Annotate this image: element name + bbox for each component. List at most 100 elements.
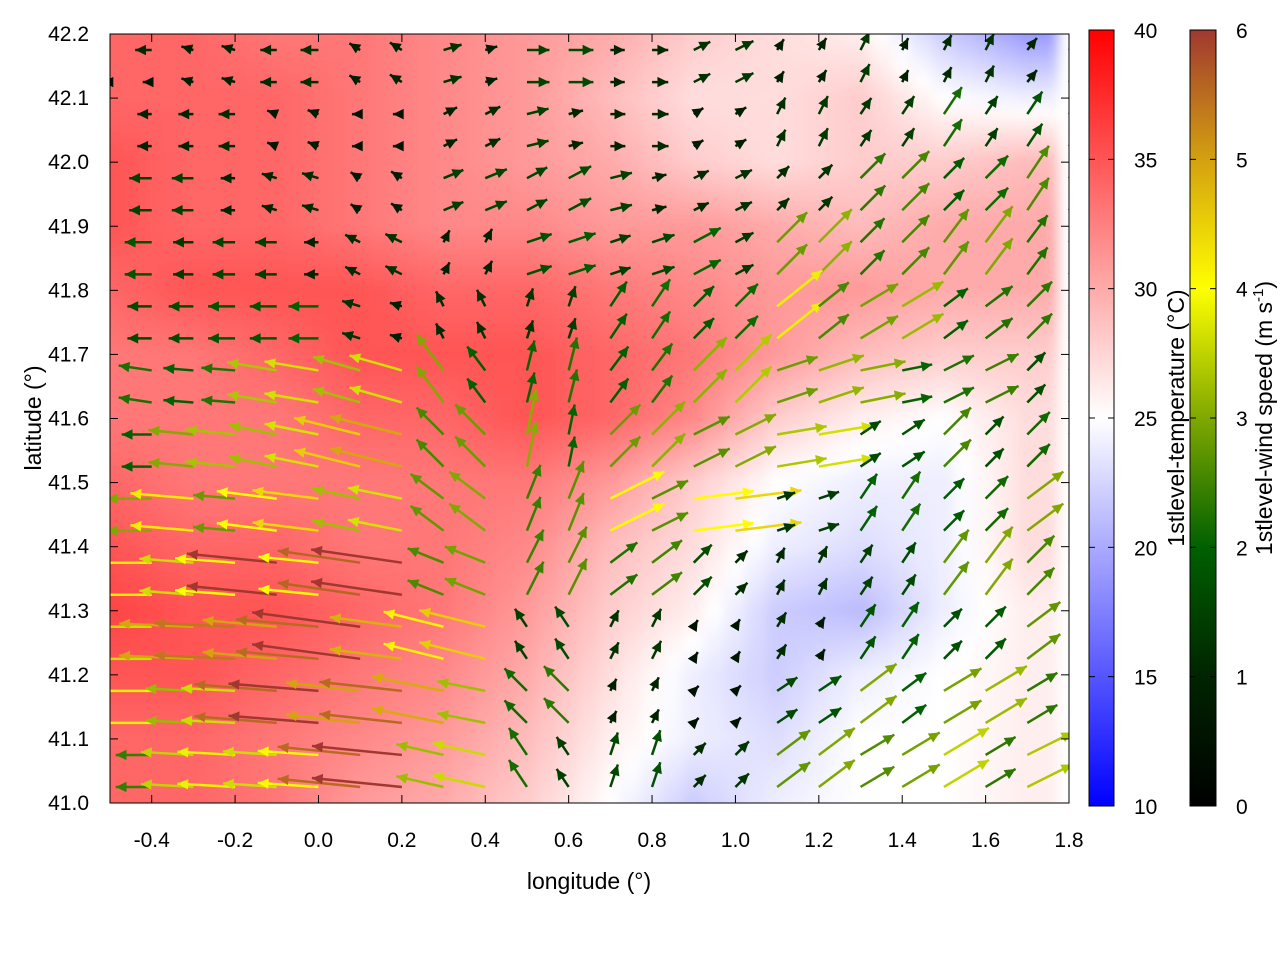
temperature-cell (703, 217, 726, 235)
temperature-cell (641, 393, 663, 411)
wind-arrow-head (70, 493, 81, 503)
wind-arrow-head (777, 166, 790, 178)
wind-arrow (218, 108, 236, 120)
wind-arrow (984, 65, 995, 83)
temperature-cell (390, 474, 413, 492)
wind-arrow (568, 263, 597, 276)
wind-arrow-head (673, 401, 686, 413)
temperature-cell (265, 121, 288, 139)
temperature-cell (682, 634, 705, 652)
wind-arrow-head (264, 452, 277, 463)
wind-arrow-head (914, 704, 927, 716)
temperature-cell (307, 474, 330, 492)
wind-arrow-head (538, 44, 550, 56)
wind-arrow-head (815, 454, 827, 466)
wind-arrow-head (1040, 313, 1053, 325)
wind-arrow (110, 525, 152, 536)
wind-arrow (264, 420, 319, 436)
wind-arrow (454, 435, 487, 468)
wind-arrow (650, 761, 662, 788)
wind-arrow-head (252, 518, 264, 529)
temperature-cell (787, 602, 809, 620)
temperature-cell (995, 41, 1018, 59)
wind-arrow-head (1014, 698, 1027, 709)
wind-arrow-head (329, 446, 342, 457)
wind-arrow-head (567, 318, 577, 331)
temperature-cell (453, 249, 476, 267)
temperature-cell (745, 249, 768, 267)
temperature-cell (661, 666, 684, 684)
temperature-cell (245, 34, 267, 43)
temperature-cell (953, 490, 976, 508)
temperature-cell (495, 153, 518, 171)
temperature-cell (495, 426, 518, 444)
wind-arrow (651, 278, 672, 308)
wind-arrow-head (817, 578, 828, 591)
temperature-cell (745, 794, 768, 803)
wind-arrow (693, 447, 731, 468)
temperature-cell (745, 297, 768, 315)
temperature-cell (641, 666, 663, 684)
wind-arrow-head (432, 740, 445, 751)
temperature-cell (891, 313, 914, 331)
temperature-cell (787, 586, 809, 604)
wind-arrow-head (392, 108, 404, 120)
temperature-cell (411, 265, 434, 283)
y-tick-label: 41.7 (48, 343, 89, 366)
temperature-cell (516, 34, 538, 43)
temperature-cell (140, 666, 163, 684)
wind-arrow-head (616, 281, 627, 294)
wind-arrow (859, 694, 898, 724)
temperature-cell (787, 345, 809, 363)
temperature-cell (370, 297, 392, 315)
temperature-cell (995, 169, 1018, 187)
temperature-cell (703, 634, 726, 652)
temperature-cell (265, 506, 288, 524)
wind-arrow (90, 205, 110, 215)
wind-arrow (734, 200, 753, 212)
temperature-cell (849, 41, 872, 59)
wind-arrow (818, 522, 840, 533)
wind-arrow-head (893, 358, 906, 369)
temperature-cell (203, 281, 226, 299)
temperature-field (110, 34, 1059, 803)
wind-arrow (775, 547, 786, 564)
wind-arrow (440, 229, 451, 243)
temperature-cell (557, 746, 580, 764)
wind-arrow-head (307, 141, 320, 151)
wind-arrow (443, 138, 458, 149)
temperature-cell (245, 345, 267, 363)
wind-arrow-head (449, 74, 462, 85)
temperature-cell (849, 618, 872, 636)
wind-arrow (984, 447, 1005, 468)
temperature-cell (286, 249, 309, 267)
wind-arrow (466, 345, 487, 372)
wind-arrow-head (694, 742, 706, 755)
wind-arrow (181, 44, 194, 55)
temperature-cell (787, 714, 809, 732)
temperature-cell (224, 185, 247, 203)
temperature-cell (119, 698, 142, 716)
wind-arrow-shaft (119, 654, 194, 661)
temperature-cell (265, 153, 288, 171)
temperature-cell (536, 778, 559, 796)
temperature-cell (891, 490, 914, 508)
wind-arrow (610, 170, 633, 181)
temperature-cell (974, 634, 997, 652)
wind-arrow-head (1003, 768, 1016, 780)
temperature-cell (140, 281, 163, 299)
temperature-cell (661, 201, 684, 219)
wind-arrow-head (1073, 157, 1083, 169)
temperature-cell (807, 217, 830, 235)
temperature-cell (516, 105, 538, 123)
temperature-cell (307, 698, 330, 716)
wind-arrow-head (687, 620, 698, 632)
wind-arrow-head (212, 269, 224, 280)
temperature-cell (224, 409, 247, 428)
wind-arrow-head (818, 96, 828, 109)
wind-arrow (526, 44, 550, 56)
temperature-cell (599, 618, 622, 636)
wind-arrow-head (843, 759, 855, 771)
wind-arrow (56, 750, 110, 760)
wind-arrow (985, 384, 1020, 404)
